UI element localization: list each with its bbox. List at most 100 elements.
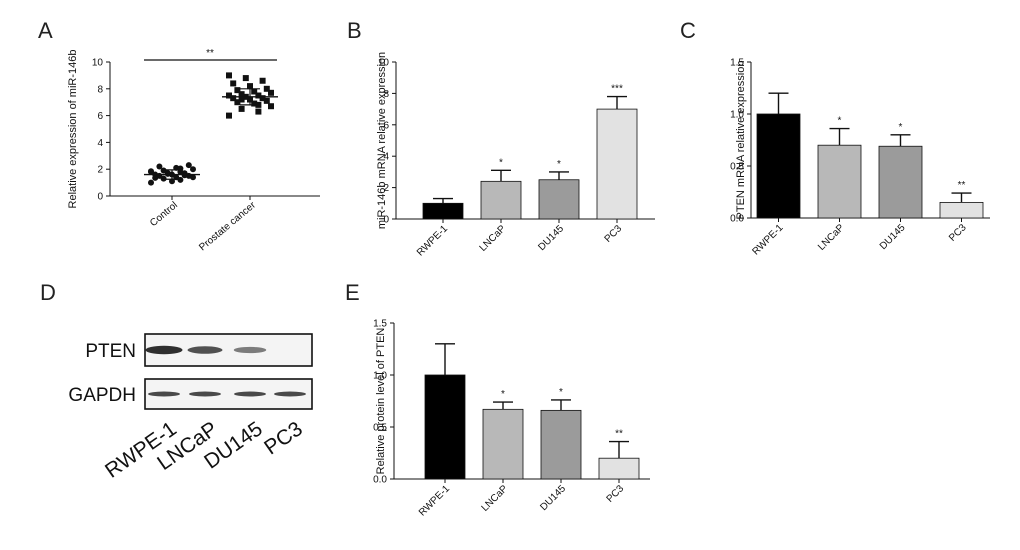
bar-lncap: [817, 144, 862, 219]
blot-band: [234, 391, 266, 397]
bar-pc3: [596, 108, 638, 220]
data-point: [259, 77, 266, 84]
bar-du145: [878, 145, 923, 219]
data-point: [230, 95, 237, 102]
blot-band: [148, 391, 180, 397]
significance-label: *: [838, 116, 842, 127]
y-tick-label-c: 1.0: [730, 110, 744, 121]
blot-row-label: GAPDH: [68, 385, 136, 406]
x-tick-label-c: PC3: [947, 222, 969, 244]
significance-label: ***: [611, 84, 623, 95]
x-tick-label-e: RWPE-1: [417, 483, 452, 518]
blot-band: [233, 346, 267, 354]
data-point: [234, 87, 241, 94]
data-point: [268, 89, 274, 96]
data-point: [263, 97, 270, 104]
y-tick-label-e: 0.0: [373, 475, 387, 486]
data-point: [238, 96, 245, 103]
chart-panel-a: 0 2 4 6 8 10 Relative expression of miR-146b Co…: [67, 48, 320, 253]
data-point: [148, 179, 154, 186]
blot-band: [145, 345, 183, 355]
bar-pc3: [939, 201, 984, 219]
data-point: [238, 105, 245, 112]
y-tick-label-b: 4: [383, 152, 389, 163]
panel-label-a: A: [38, 18, 53, 43]
bar-du145: [538, 179, 580, 220]
x-tick-label-e: DU145: [538, 483, 568, 513]
x-tick-label-e: LNCaP: [480, 483, 511, 514]
significance-label: **: [958, 180, 966, 191]
significance-label: **: [206, 48, 214, 59]
blot-band: [189, 391, 221, 397]
data-point: [247, 83, 253, 90]
data-point: [226, 72, 232, 79]
y-tick-label-b: 8: [383, 89, 389, 100]
x-tick-label-c: DU145: [878, 222, 908, 252]
bar-rwpe-1: [756, 113, 801, 219]
data-point: [148, 168, 154, 175]
significance-label: *: [499, 157, 503, 168]
bar-rwpe-1: [422, 202, 464, 220]
significance-label: *: [501, 389, 505, 400]
panel-label-b: B: [347, 18, 362, 43]
panel-label-d: D: [40, 280, 56, 305]
y-axis-title-e: Relative protein level of PTEN: [375, 328, 387, 475]
bar-pc3: [598, 457, 640, 480]
panel-label-e: E: [345, 280, 360, 305]
bar-lncap: [482, 408, 524, 480]
blot-band: [274, 391, 306, 397]
x-tick-label-b: PC3: [603, 223, 625, 245]
x-tick-label-a: Control: [148, 200, 180, 229]
data-point: [156, 163, 163, 170]
data-point: [268, 103, 274, 110]
blot-band: [187, 346, 223, 354]
significance-label: **: [615, 429, 623, 440]
y-tick-label-b: 2: [383, 183, 389, 194]
data-point: [255, 108, 262, 115]
y-tick-label-e: 1.5: [373, 319, 387, 330]
panel-label-c: C: [680, 18, 696, 43]
y-tick-label-c: 0.0: [730, 214, 744, 225]
x-tick-label-a: Prostate cancer: [197, 199, 258, 253]
y-tick-label-a: 4: [97, 138, 103, 149]
y-axis-title-c: PTEN mRNA relative expression: [735, 61, 747, 220]
data-point: [251, 100, 258, 107]
blot-row-label: PTEN: [85, 341, 136, 362]
y-tick-label-a: 2: [97, 165, 103, 176]
x-tick-label-c: RWPE-1: [750, 222, 785, 257]
x-tick-label-b: LNCaP: [478, 223, 509, 254]
data-point: [160, 167, 167, 174]
data-point: [230, 80, 237, 87]
significance-label: *: [557, 159, 561, 170]
x-tick-label-e: PC3: [605, 483, 627, 505]
y-tick-label-e: 1.0: [373, 371, 387, 382]
y-tick-label-b: 10: [378, 58, 390, 69]
data-point: [251, 88, 258, 95]
x-tick-label-b: RWPE-1: [415, 223, 450, 258]
x-tick-label-c: LNCaP: [816, 222, 847, 253]
blot-lane-label: PC3: [260, 417, 307, 459]
data-point: [259, 95, 266, 102]
bar-rwpe-1: [424, 374, 466, 480]
data-point: [263, 85, 270, 92]
data-point: [152, 174, 159, 181]
data-point: [238, 91, 245, 98]
y-tick-label-a: 8: [97, 84, 103, 95]
x-tick-label-b: DU145: [536, 223, 566, 253]
significance-label: *: [559, 387, 563, 398]
data-point: [226, 92, 232, 99]
y-tick-label-a: 0: [97, 192, 103, 203]
y-axis-title-a: Relative expression of miR-146b: [67, 50, 79, 209]
data-point: [190, 166, 196, 173]
y-tick-label-b: 6: [383, 120, 389, 131]
y-tick-label-e: 0.5: [373, 423, 387, 434]
y-tick-label-a: 6: [97, 111, 103, 122]
bar-lncap: [480, 180, 522, 220]
data-point: [242, 75, 249, 82]
significance-label: *: [899, 122, 903, 133]
data-point: [226, 112, 232, 119]
